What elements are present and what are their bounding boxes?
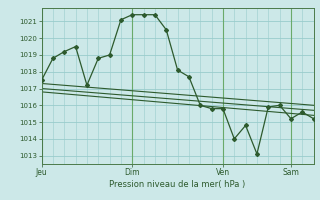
X-axis label: Pression niveau de la mer( hPa ): Pression niveau de la mer( hPa ) [109,180,246,189]
